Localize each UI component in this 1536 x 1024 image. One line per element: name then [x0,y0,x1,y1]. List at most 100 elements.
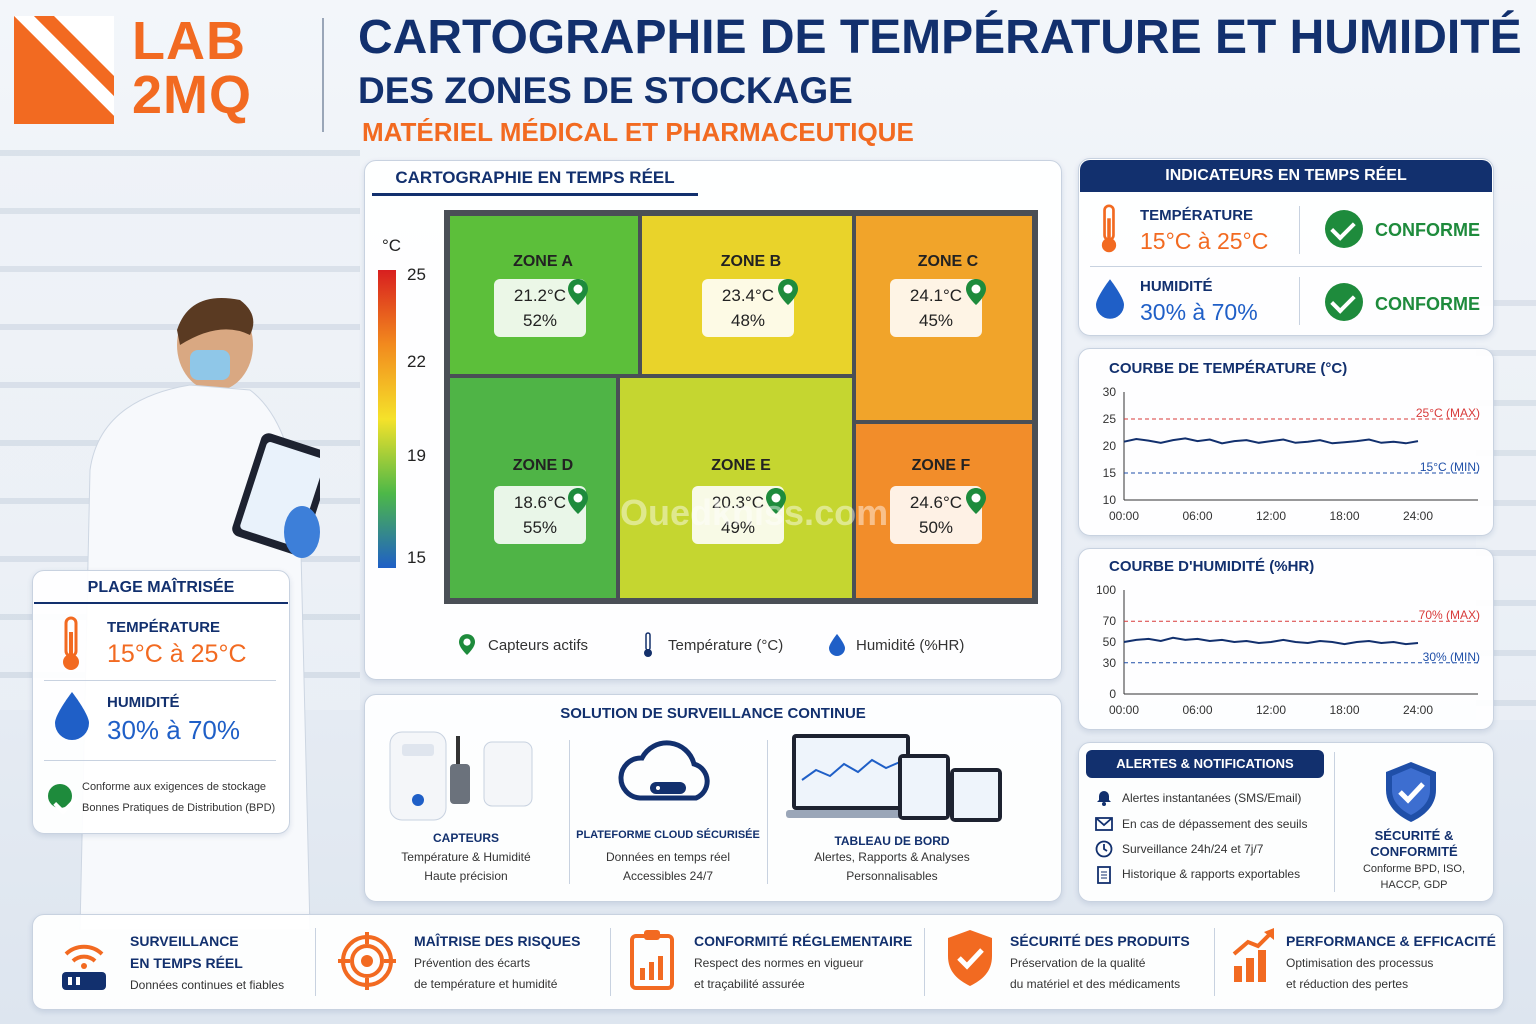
x-tick-label: 06:00 [1182,703,1212,717]
plage-divider [44,680,276,681]
plage-temp-value: 15°C à 25°C [107,640,247,668]
logo-text: LAB 2MQ [132,14,252,122]
target-icon [338,932,396,990]
zone-a-temp: 21.2°C [513,286,567,305]
benefit-5-title: PERFORMANCE & EFFICACITÉ [1286,933,1496,949]
indicator-hum-label: HUMIDITÉ [1140,278,1213,295]
temperature-color-scale [378,270,396,568]
shield-check-icon [1386,762,1436,822]
zone-d-label: ZONE D [512,457,574,474]
scale-tick-25: 25 [407,265,426,284]
scale-tick-22: 22 [407,352,426,371]
sensor-pin-icon[interactable] [966,279,986,305]
y-tick-label: 70 [1103,614,1117,628]
series-line [1123,437,1419,445]
sensor-pin-icon[interactable] [568,488,588,514]
brand-logo: LAB 2MQ [14,14,294,131]
plage-hum-value: 30% à 70% [107,715,240,745]
indicator-sep-1 [1299,206,1300,254]
zone-a-humidity: 52% [522,311,558,330]
water-drop-icon [1096,279,1124,319]
page-tagline: MATÉRIEL MÉDICAL ET PHARMACEUTIQUE [362,117,914,147]
surveillance-sep-1 [569,740,570,884]
humidity-chart-title: COURBE D'HUMIDITÉ (%HR) [1109,558,1315,575]
conforme-check-icon [1325,210,1363,248]
zone-e-temp: 20.3°C [711,493,765,512]
zone-c-temp: 24.1°C [909,286,963,305]
conforme-check-icon [1325,283,1363,321]
threshold-label: 30% (MIN) [1423,650,1480,664]
sensor-pin-icon[interactable] [766,488,786,514]
indicator-hum-value: 30% à 70% [1140,299,1258,325]
page-subtitle: DES ZONES DE STOCKAGE [358,70,853,111]
alert-item-1: Alertes instantanées (SMS/Email) [1122,791,1302,805]
surveillance-title: SOLUTION DE SURVEILLANCE CONTINUE [560,705,866,722]
indicator-row-divider [1090,266,1482,267]
security-title-1: SÉCURITÉ & [1374,828,1454,843]
sensor-pin-icon[interactable] [966,488,986,514]
zone-c-humidity: 45% [918,311,954,330]
bell-icon [1097,791,1111,806]
benefit-1-line-1: Données continues et fiables [130,978,285,992]
dashboard-line-2: Personnalisables [846,869,938,883]
header-divider [322,18,324,132]
clock-icon [1095,840,1113,858]
alert-item-3: Surveillance 24h/24 et 7j/7 [1122,842,1264,856]
plage-divider-2 [44,760,276,761]
zone-b-humidity: 48% [730,311,766,330]
indicators-title: INDICATEURS EN TEMPS RÉEL [1080,160,1492,192]
zone-c-label: ZONE C [917,253,979,270]
security-text-1: Conforme BPD, ISO, [1362,863,1466,875]
legend-humidity: Humidité (%HR) [856,637,965,654]
benefit-4-line-2: du matériel et des médicaments [1010,977,1181,991]
threshold-label: 25°C (MAX) [1416,406,1480,420]
benefit-3-title: CONFORMITÉ RÉGLEMENTAIRE [694,933,913,949]
alerts-title: ALERTES & NOTIFICATIONS [1086,750,1324,778]
benefit-sep-3 [924,928,925,996]
indicator-temp-label: TEMPÉRATURE [1140,207,1254,224]
benefit-4-line-1: Préservation de la qualité [1010,956,1146,970]
x-tick-label: 18:00 [1329,509,1359,523]
water-drop-icon [55,692,89,740]
growth-chart-icon [1232,928,1274,982]
thermometer-icon [63,616,79,670]
plage-hum-label: HUMIDITÉ [107,694,180,711]
benefit-sep-4 [1214,928,1215,996]
cloud-line-2: Accessibles 24/7 [622,869,714,883]
plage-title: PLAGE MAÎTRISÉE [34,572,288,604]
x-tick-label: 12:00 [1256,509,1286,523]
security-title-2: CONFORMITÉ [1370,844,1458,859]
benefit-2-line-2: de température et humidité [414,977,558,991]
thermometer-legend-icon [644,632,652,657]
cloud-line-1: Données en temps réel [605,850,731,864]
series-line [1123,636,1419,646]
y-tick-label: 10 [1103,493,1117,507]
zone-b-temp: 23.4°C [721,286,775,305]
y-tick-label: 100 [1096,583,1116,597]
logo-line-2: 2MQ [132,65,253,125]
page-title: CARTOGRAPHIE DE TEMPÉRATURE ET HUMIDITÉ [358,11,1522,64]
temperature-chart-title: COURBE DE TEMPÉRATURE (°C) [1109,360,1348,377]
surveillance-sep-2 [767,740,768,884]
dashboard-devices-icon [786,734,1002,822]
indicator-temp-status: CONFORME [1375,220,1480,240]
indicator-sep-2 [1299,277,1300,325]
benefit-2-title: MAÎTRISE DES RISQUES [414,933,581,949]
x-tick-label: 00:00 [1109,703,1139,717]
logo-mark-icon [14,16,114,124]
scale-tick-19: 19 [407,446,426,465]
sensor-pin-icon[interactable] [778,279,798,305]
legend-temperature: Température (°C) [668,637,784,654]
benefit-1-title-1: SURVEILLANCE [130,933,239,949]
y-tick-label: 30 [1103,656,1117,670]
y-tick-label: 30 [1103,385,1117,399]
plage-note-2: Bonnes Pratiques de Distribution (BPD) [82,802,276,814]
alerts-sep [1334,752,1335,892]
check-circle-icon [48,784,72,808]
zone-e-humidity: 49% [720,518,756,537]
y-tick-label: 0 [1109,687,1116,701]
zone-b-label: ZONE B [720,253,782,270]
sensor-pin-icon[interactable] [568,279,588,305]
sensors-device-icon [389,731,533,821]
x-tick-label: 18:00 [1329,703,1359,717]
